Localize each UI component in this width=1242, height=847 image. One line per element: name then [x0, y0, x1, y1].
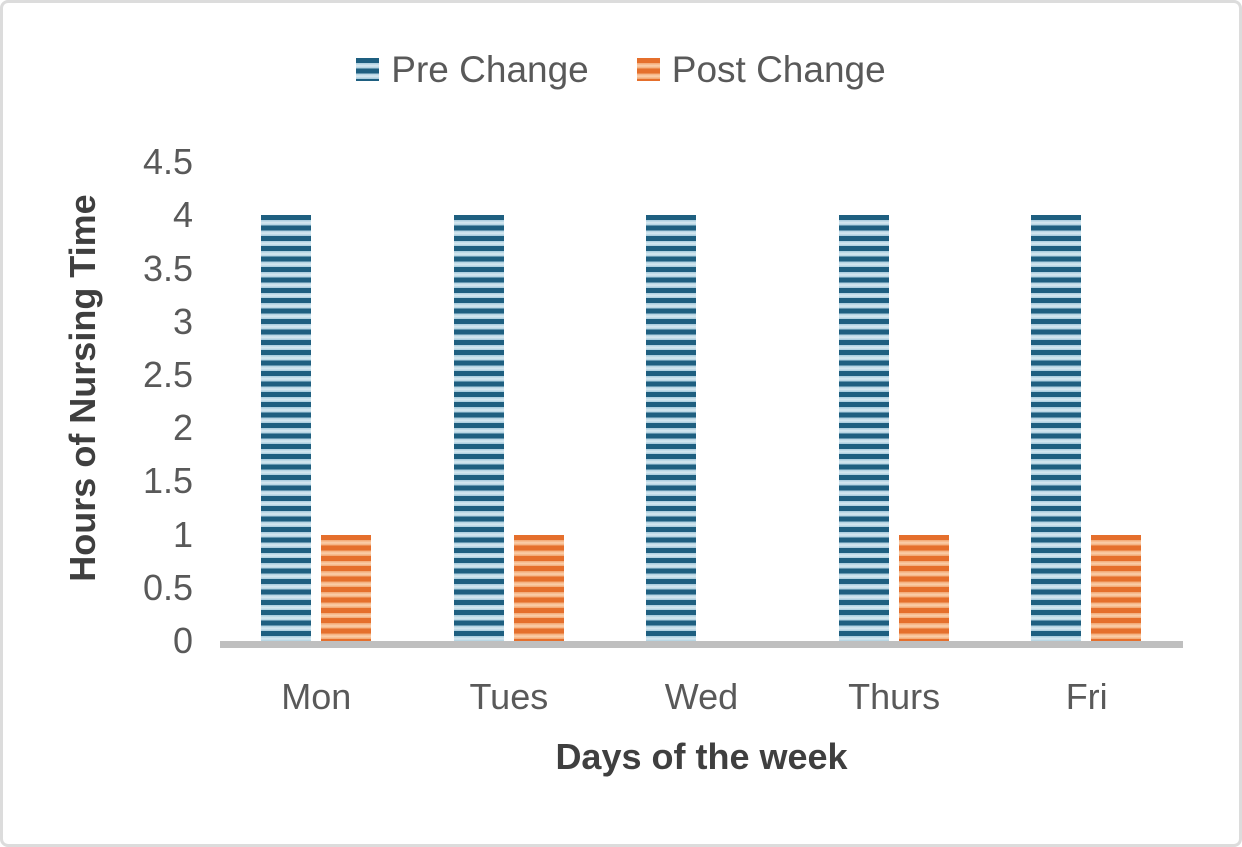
y-tick-label-1: 1: [172, 513, 193, 555]
bar-post-change-tues: [513, 534, 564, 641]
bar-pre-change-thurs: [838, 215, 889, 641]
legend-label-post-change: Post Change: [671, 49, 886, 90]
legend-swatch-post-change-icon: [636, 58, 660, 81]
bar-pre-change-fri: [1031, 215, 1082, 641]
y-tick-label-3: 3: [172, 300, 193, 342]
bar-post-change-mon: [321, 534, 371, 641]
x-category-label-fri: Fri: [1065, 676, 1108, 717]
bar-pre-change-mon: [261, 215, 311, 641]
legend-item-pre-change: Pre Change: [356, 49, 589, 90]
x-axis-title: Days of the week: [555, 736, 848, 777]
bar-pre-change-wed: [646, 215, 697, 641]
legend-label-pre-change: Pre Change: [391, 49, 589, 90]
legend-item-post-change: Post Change: [636, 49, 886, 90]
y-tick-label-2-5: 2.5: [142, 354, 193, 395]
y-tick-label-0-5: 0.5: [142, 566, 193, 608]
y-tick-label-4-5: 4.5: [142, 141, 193, 183]
y-tick-label-3-5: 3.5: [142, 247, 193, 289]
bar-post-change-fri: [1091, 534, 1142, 641]
y-tick-label-1-5: 1.5: [142, 460, 193, 502]
x-category-label-thurs: Thurs: [848, 676, 941, 717]
x-axis-line: [220, 641, 1183, 648]
y-tick-label-2: 2: [172, 407, 193, 449]
x-category-label-wed: Wed: [664, 676, 739, 717]
x-category-label-tues: Tues: [469, 676, 549, 717]
x-category-label-mon: Mon: [281, 676, 352, 717]
legend-swatch-pre-change-icon: [356, 58, 380, 81]
y-tick-label-0: 0: [172, 620, 193, 661]
bar-pre-change-tues: [453, 215, 504, 641]
bar-post-change-thurs: [898, 534, 949, 641]
chart-legend: Pre Change Post Change: [3, 51, 1239, 88]
y-tick-label-4: 4: [172, 194, 193, 236]
